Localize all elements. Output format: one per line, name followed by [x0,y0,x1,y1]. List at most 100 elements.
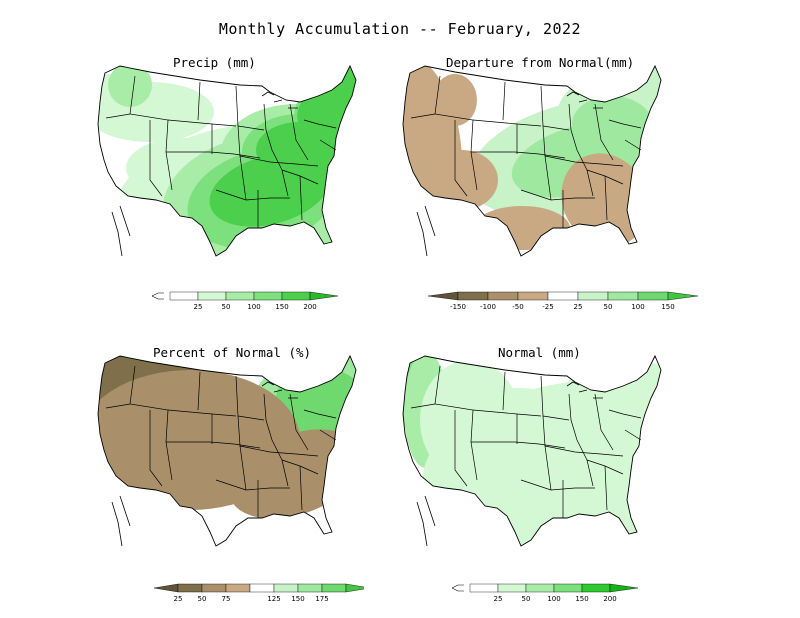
great-lakes [566,91,603,109]
legend-tick-label: 175 [315,595,328,603]
state-border [454,410,468,487]
legend-swatch [345,583,364,593]
precip-shading [98,356,356,519]
country-outline [97,64,357,257]
state-border [299,465,303,511]
state-border [502,81,506,121]
state-border [239,155,319,167]
state-border [471,441,566,449]
state-border [289,393,309,451]
state-border [319,139,337,151]
legend-swatch [309,291,339,301]
state-border [542,415,570,421]
state-border [319,429,337,441]
state-border [410,403,436,409]
legend-tick-label: 150 [291,595,304,603]
percent-panel [97,354,357,547]
legend-swatch [201,583,227,593]
legend-swatch [225,291,255,301]
legend-tick-label: -50 [512,303,523,311]
legend-swatch [225,583,251,593]
legend-swatch [469,583,499,593]
legend-tick-label: -150 [450,303,466,311]
legend-tick-label: 50 [198,595,207,603]
panel-title-precip: Precip (mm) [173,55,256,70]
state-border [299,175,303,221]
state-border [237,125,265,131]
shaded-area [572,96,652,152]
legend-swatch [297,583,323,593]
legend-tick-label: 200 [303,303,316,311]
legend-swatch [497,583,527,593]
normal-panel [402,354,662,547]
main-title: Monthly Accumulation -- February, 2022 [218,20,582,38]
state-border [608,409,642,419]
departure-legend: -150 -100 -50 -25 25 50 100 150 [427,291,698,311]
state-border [540,85,552,201]
country-outline [97,354,357,547]
baja-coast [111,495,131,547]
state-border [149,120,163,197]
state-border [197,81,201,121]
precip-shading [403,356,661,546]
state-border [520,479,595,491]
legend-tick-label: 50 [522,595,531,603]
legend-tick-label: 100 [631,303,644,311]
legend-swatch [525,583,555,593]
state-border [105,403,131,409]
legend-tick-label: 150 [575,595,588,603]
legend-swatch [609,583,639,593]
legend-tick-label: 25 [494,595,503,603]
panel-title-normal: Normal (mm) [498,345,581,360]
state-border [289,103,309,161]
legend-swatch [273,583,299,593]
legend-swatch [177,583,203,593]
great-lakes [261,381,298,399]
precip-panel [97,64,357,257]
state-border [197,371,201,411]
legend-swatch [547,291,579,301]
state-border [263,103,289,197]
state-border [604,175,608,221]
legend-swatch [637,291,669,301]
legend-tick-label: 75 [222,595,231,603]
state-border [237,415,265,421]
legend-tick-label: 50 [222,303,231,311]
legend-swatch [169,291,199,301]
percent-legend: 25 50 75 125 150 175 [153,583,364,603]
legend-open-arrow [151,292,164,300]
precip-legend: 25 50 100 150 200 [151,291,339,311]
state-border [215,479,290,491]
state-border [520,189,595,201]
shaded-area [558,360,661,448]
baja-coast [111,205,131,257]
country-outline [402,64,662,257]
legend-swatch [581,583,611,593]
panel-title-percent: Percent of Normal (%) [153,345,312,360]
state-border [215,189,290,201]
state-border [235,375,247,491]
legend-tick-label: 25 [174,595,183,603]
state-border [303,409,337,419]
legend-swatch [577,291,609,301]
legend-swatch [321,583,347,593]
departure-panel [402,64,662,257]
legend-tick-label: -100 [480,303,496,311]
shaded-area [108,66,152,107]
panel-title-departure: Departure from Normal(mm) [446,55,635,70]
state-border [594,393,614,451]
state-border [624,139,642,151]
state-border [239,445,319,457]
state-border [166,151,261,159]
state-border [303,119,337,129]
shaded-area [426,150,498,210]
state-border [608,119,642,129]
country-outline [402,354,662,547]
shaded-area [420,360,520,480]
legend-tick-label: 25 [194,303,203,311]
shaded-area [476,388,564,432]
normal-legend: 25 50 100 150 200 [451,583,639,603]
state-border [544,445,624,457]
state-border [542,125,570,131]
